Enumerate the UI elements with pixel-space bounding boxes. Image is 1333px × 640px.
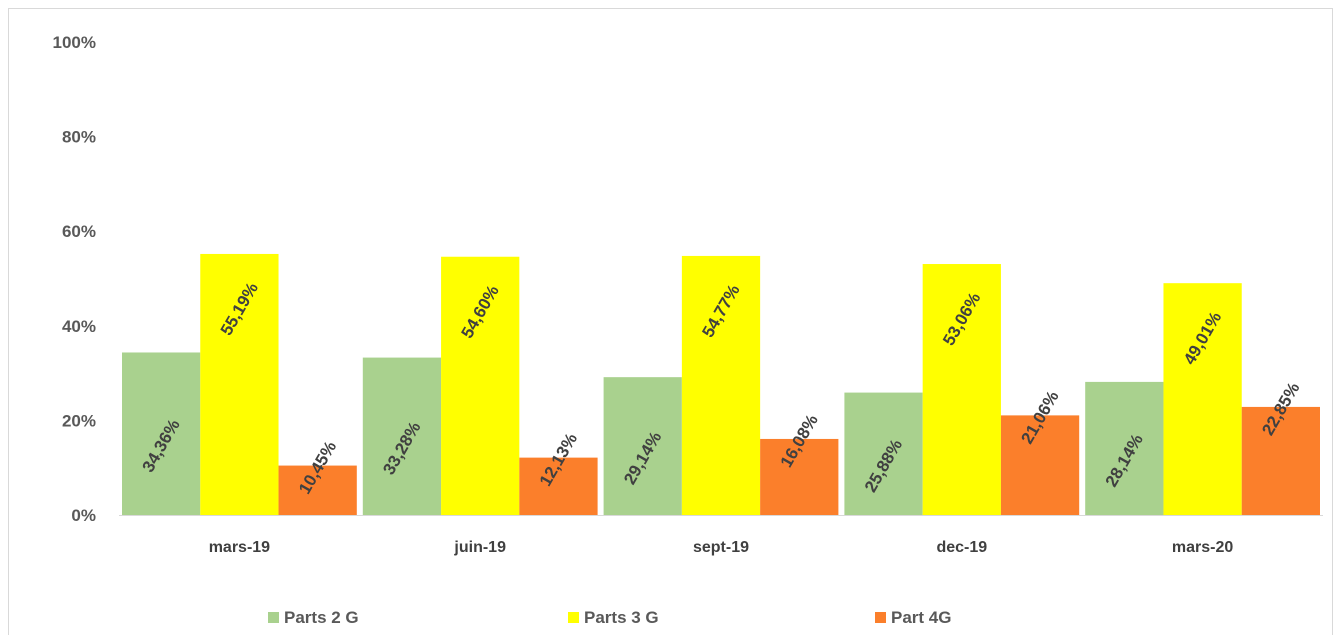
bar [922,264,1001,515]
x-tick-label: mars-19 [209,539,270,556]
bar [519,457,598,515]
y-tick-label: 60% [62,222,96,241]
bar [1241,406,1320,515]
bar [681,255,761,515]
bar [441,256,520,515]
bars [122,253,1320,515]
x-tick-label: sept-19 [693,539,749,556]
y-tick-label: 0% [71,506,96,525]
bar [1000,415,1080,515]
x-tick-label: juin-19 [453,539,506,556]
legend-swatch [568,612,579,623]
y-tick-label: 20% [62,411,96,430]
legend: Parts 2 G Parts 3 G Part 4G [268,608,951,627]
bar [278,465,357,515]
bar [362,357,442,515]
legend-label: Parts 3 G [584,608,659,627]
legend-swatch [268,612,279,623]
bar [760,438,839,515]
bar [200,253,279,515]
y-tick-label: 40% [62,317,96,336]
x-tick-label: dec-19 [936,539,987,556]
bar [1085,381,1164,515]
x-axis: mars-19 juin-19 sept-19 dec-19 mars-20 [209,539,1234,556]
bar [1163,283,1242,515]
y-axis: 0% 20% 40% 60% 80% 100% [53,33,96,525]
legend-label: Parts 2 G [284,608,359,627]
bar [603,377,682,515]
bar [844,392,923,515]
x-tick-label: mars-20 [1172,539,1233,556]
bar [122,352,201,515]
legend-label: Part 4G [891,608,951,627]
y-tick-label: 100% [53,33,96,52]
y-tick-label: 80% [62,128,96,147]
legend-swatch [875,612,886,623]
